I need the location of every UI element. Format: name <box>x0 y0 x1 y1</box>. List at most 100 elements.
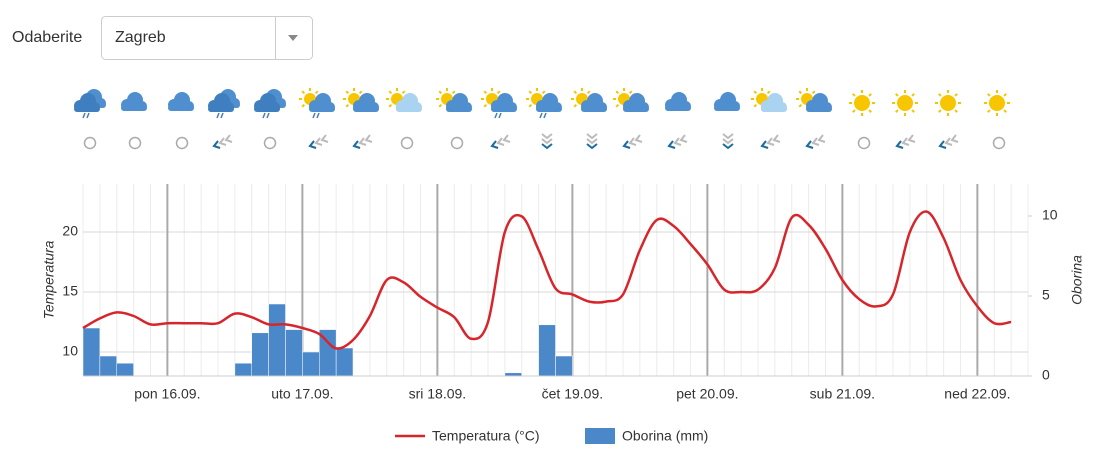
cloud-part <box>309 106 335 112</box>
x-tick-label: pon 16.09. <box>134 386 200 402</box>
cloud-part <box>581 106 607 112</box>
y2-tick-label: 10 <box>1042 207 1058 223</box>
sun-ray <box>528 90 533 95</box>
wind-arrow <box>722 133 734 145</box>
sun-ray <box>451 90 456 95</box>
weather-icons <box>74 88 1010 150</box>
calm-wind <box>175 136 189 150</box>
sun-ray <box>388 103 393 108</box>
sun <box>940 95 956 111</box>
x-tick-label: sub 21.09. <box>810 386 875 402</box>
x-tick-label: pet 20.09. <box>676 386 738 402</box>
wind-arrow-head <box>212 140 221 149</box>
dropdown[interactable]: Zagreb <box>101 16 313 60</box>
y2-axis-title: Oborina <box>1069 255 1085 305</box>
precipitation-bar <box>268 303 286 377</box>
dropdown-value[interactable]: Zagreb <box>115 29 166 46</box>
wind-arrow <box>586 133 598 145</box>
sun-ray <box>753 90 758 95</box>
calm-wind <box>992 136 1006 150</box>
cloud-part <box>536 106 562 112</box>
sun-ray <box>895 109 899 113</box>
sun-ray <box>753 103 758 108</box>
cloud-part <box>353 106 379 112</box>
sun-ray <box>483 103 488 108</box>
cloud-part <box>121 105 147 111</box>
cloud-part <box>714 105 740 111</box>
wind-arrow <box>541 133 553 145</box>
x-tick-label: čet 19.09. <box>542 386 604 402</box>
sun-ray <box>496 90 501 95</box>
wind-arrow-head <box>722 143 734 150</box>
sun-ray <box>401 90 406 95</box>
cloud-part <box>623 106 649 112</box>
y-tick-label: 15 <box>62 283 78 299</box>
sun-ray <box>615 90 620 95</box>
rain <box>494 112 502 119</box>
sun-ray <box>852 109 856 113</box>
sun-ray <box>1003 109 1007 113</box>
sun-ray <box>573 103 578 108</box>
sun-ray <box>438 90 443 95</box>
precipitation-bar <box>285 329 303 377</box>
y-tick-label: 10 <box>62 343 78 359</box>
precipitation-bar <box>251 332 269 377</box>
sun-ray <box>895 93 899 97</box>
sun-ray <box>911 109 915 113</box>
sun-ray <box>615 103 620 108</box>
rain <box>312 112 320 119</box>
wind-arrow-head <box>541 143 553 150</box>
precipitation-bar <box>234 362 252 377</box>
wind-arrow-head <box>667 140 676 149</box>
y-axis-title: Temperatura <box>41 240 57 319</box>
dropdown-label: Odaberite <box>12 29 82 46</box>
calm-wind <box>450 136 464 150</box>
calm-wind <box>857 136 871 150</box>
cloud-part <box>491 106 517 112</box>
cloud-part <box>446 106 472 112</box>
sun-ray <box>528 103 533 108</box>
precipitation-bar <box>555 355 573 377</box>
sun <box>989 95 1005 111</box>
rain <box>216 112 224 119</box>
precipitation-bar <box>302 351 320 377</box>
rain <box>262 112 270 119</box>
precipitation-bar <box>82 327 101 377</box>
sun-ray <box>954 109 958 113</box>
cloud-part <box>806 106 832 112</box>
precipitation-bar <box>116 362 134 377</box>
wind-arrow-head <box>352 140 361 149</box>
dropdown-box[interactable] <box>101 16 313 60</box>
sun-ray <box>358 90 363 95</box>
sun-ray <box>345 103 350 108</box>
cloud-part <box>396 106 422 112</box>
precipitation-bar <box>99 355 117 377</box>
sun-ray <box>438 103 443 108</box>
temperature-line <box>82 210 1012 350</box>
precipitation-bar <box>538 324 556 377</box>
sun <box>897 95 913 111</box>
sun-ray <box>852 93 856 97</box>
cloud-part <box>168 105 194 111</box>
chart: Temperatura Oborina 10 15 20 0 5 10 pon 16.09.… <box>41 184 1085 444</box>
wind-arrow-head <box>760 140 769 149</box>
cloud-part <box>74 106 100 112</box>
x-tick-label: uto 17.09. <box>271 386 333 402</box>
x-tick-label: ned 22.09. <box>944 386 1010 402</box>
legend-label: Oborina (mm) <box>622 428 708 444</box>
sun-ray <box>314 90 319 95</box>
y2-tick-label: 0 <box>1042 367 1050 383</box>
legend-box <box>585 428 615 444</box>
sun-ray <box>954 93 958 97</box>
sun-ray <box>1003 93 1007 97</box>
sun-ray <box>388 90 393 95</box>
calm-wind <box>400 136 414 150</box>
dropdown-arrow[interactable] <box>288 35 298 41</box>
sun-ray <box>868 109 872 113</box>
sun-ray <box>301 103 306 108</box>
sun-ray <box>938 109 942 113</box>
wind-arrow-head <box>490 140 499 149</box>
sun-ray <box>483 90 488 95</box>
sun-ray <box>541 90 546 95</box>
